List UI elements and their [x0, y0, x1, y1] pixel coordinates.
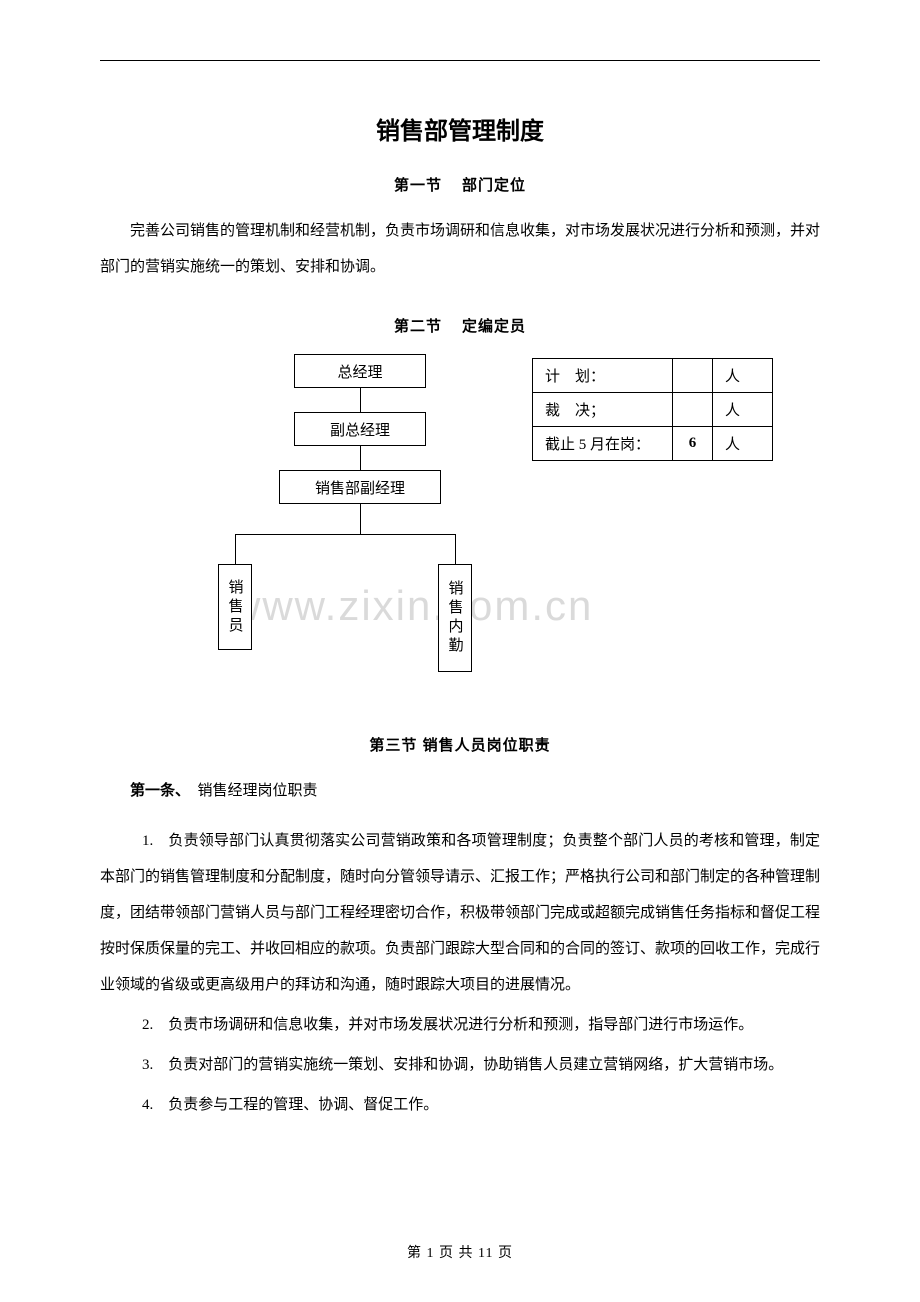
section2-label-a: 第二节: [394, 318, 442, 335]
org-box-n2: 副总经理: [294, 412, 426, 446]
cell-decision-value: [673, 393, 713, 427]
section2-title: 第二节 定编定员: [100, 315, 820, 336]
org-box-n4: 销售员: [218, 564, 252, 650]
table-row: 截止 5 月在岗： 6 人: [533, 427, 773, 461]
list-item-text: 负责参与工程的管理、协调、督促工作。: [168, 1097, 438, 1113]
watermark-text: www.zixin.com.cn: [230, 582, 593, 630]
section1-label-a: 第一节: [394, 177, 442, 194]
list-item-text: 负责对部门的营销实施统一策划、安排和协调，协助销售人员建立营销网络，扩大营销市场…: [168, 1057, 783, 1073]
section2-label-b: 定编定员: [462, 318, 526, 335]
connector-line: [360, 446, 361, 470]
article1-head-bold: 第一条、: [130, 782, 183, 799]
list-item-text: 负责领导部门认真贯彻落实公司营销政策和各项管理制度；负责整个部门人员的考核和管理…: [100, 833, 820, 993]
org-box-n3: 销售部副经理: [279, 470, 441, 504]
cell-plan-unit: 人: [713, 359, 773, 393]
cell-plan-label: 计 划：: [533, 359, 673, 393]
list-item-number: 4.: [142, 1087, 153, 1123]
article1-head-rest: 销售经理岗位职责: [198, 783, 318, 799]
cell-current-value: 6: [673, 427, 713, 461]
org-box-n1: 总经理: [294, 354, 426, 388]
staffing-table: 计 划： 人 裁 决； 人 截止 5 月在岗： 6 人: [532, 358, 773, 461]
list-item-number: 2.: [142, 1007, 153, 1043]
list-item-text: 负责市场调研和信息收集，并对市场发展状况进行分析和预测，指导部门进行市场运作。: [168, 1017, 753, 1033]
list-item-number: 1.: [142, 823, 153, 859]
page-footer: 第 1 页 共 11 页: [0, 1242, 920, 1262]
section1-label-b: 部门定位: [462, 177, 526, 194]
list-item: 4. 负责参与工程的管理、协调、督促工作。: [100, 1087, 820, 1123]
list-item-number: 3.: [142, 1047, 153, 1083]
cell-current-unit: 人: [713, 427, 773, 461]
cell-plan-value: [673, 359, 713, 393]
connector-line: [235, 534, 236, 564]
document-title: 销售部管理制度: [100, 111, 820, 146]
connector-line: [235, 534, 455, 535]
section1-paragraph: 完善公司销售的管理机制和经营机制，负责市场调研和信息收集，对市场发展状况进行分析…: [100, 213, 820, 285]
section3-title: 第三节 销售人员岗位职责: [100, 734, 820, 755]
org-box-n5: 销售内勤: [438, 564, 472, 672]
list-item: 2. 负责市场调研和信息收集，并对市场发展状况进行分析和预测，指导部门进行市场运作…: [100, 1007, 820, 1043]
table-row: 裁 决； 人: [533, 393, 773, 427]
cell-current-label: 截止 5 月在岗：: [533, 427, 673, 461]
table-row: 计 划： 人: [533, 359, 773, 393]
connector-line: [360, 388, 361, 412]
article1-head: 第一条、 销售经理岗位职责: [100, 773, 820, 809]
connector-line: [360, 504, 361, 534]
cell-decision-label: 裁 决；: [533, 393, 673, 427]
list-item: 3. 负责对部门的营销实施统一策划、安排和协调，协助销售人员建立营销网络，扩大营销…: [100, 1047, 820, 1083]
top-rule: [100, 60, 820, 61]
org-diagram: 计 划： 人 裁 决； 人 截止 5 月在岗： 6 人 www.zixin.co…: [100, 354, 820, 694]
section1-title: 第一节 部门定位: [100, 174, 820, 195]
connector-line: [455, 534, 456, 564]
list-item: 1.负责领导部门认真贯彻落实公司营销政策和各项管理制度；负责整个部门人员的考核和…: [100, 823, 820, 1003]
cell-decision-unit: 人: [713, 393, 773, 427]
